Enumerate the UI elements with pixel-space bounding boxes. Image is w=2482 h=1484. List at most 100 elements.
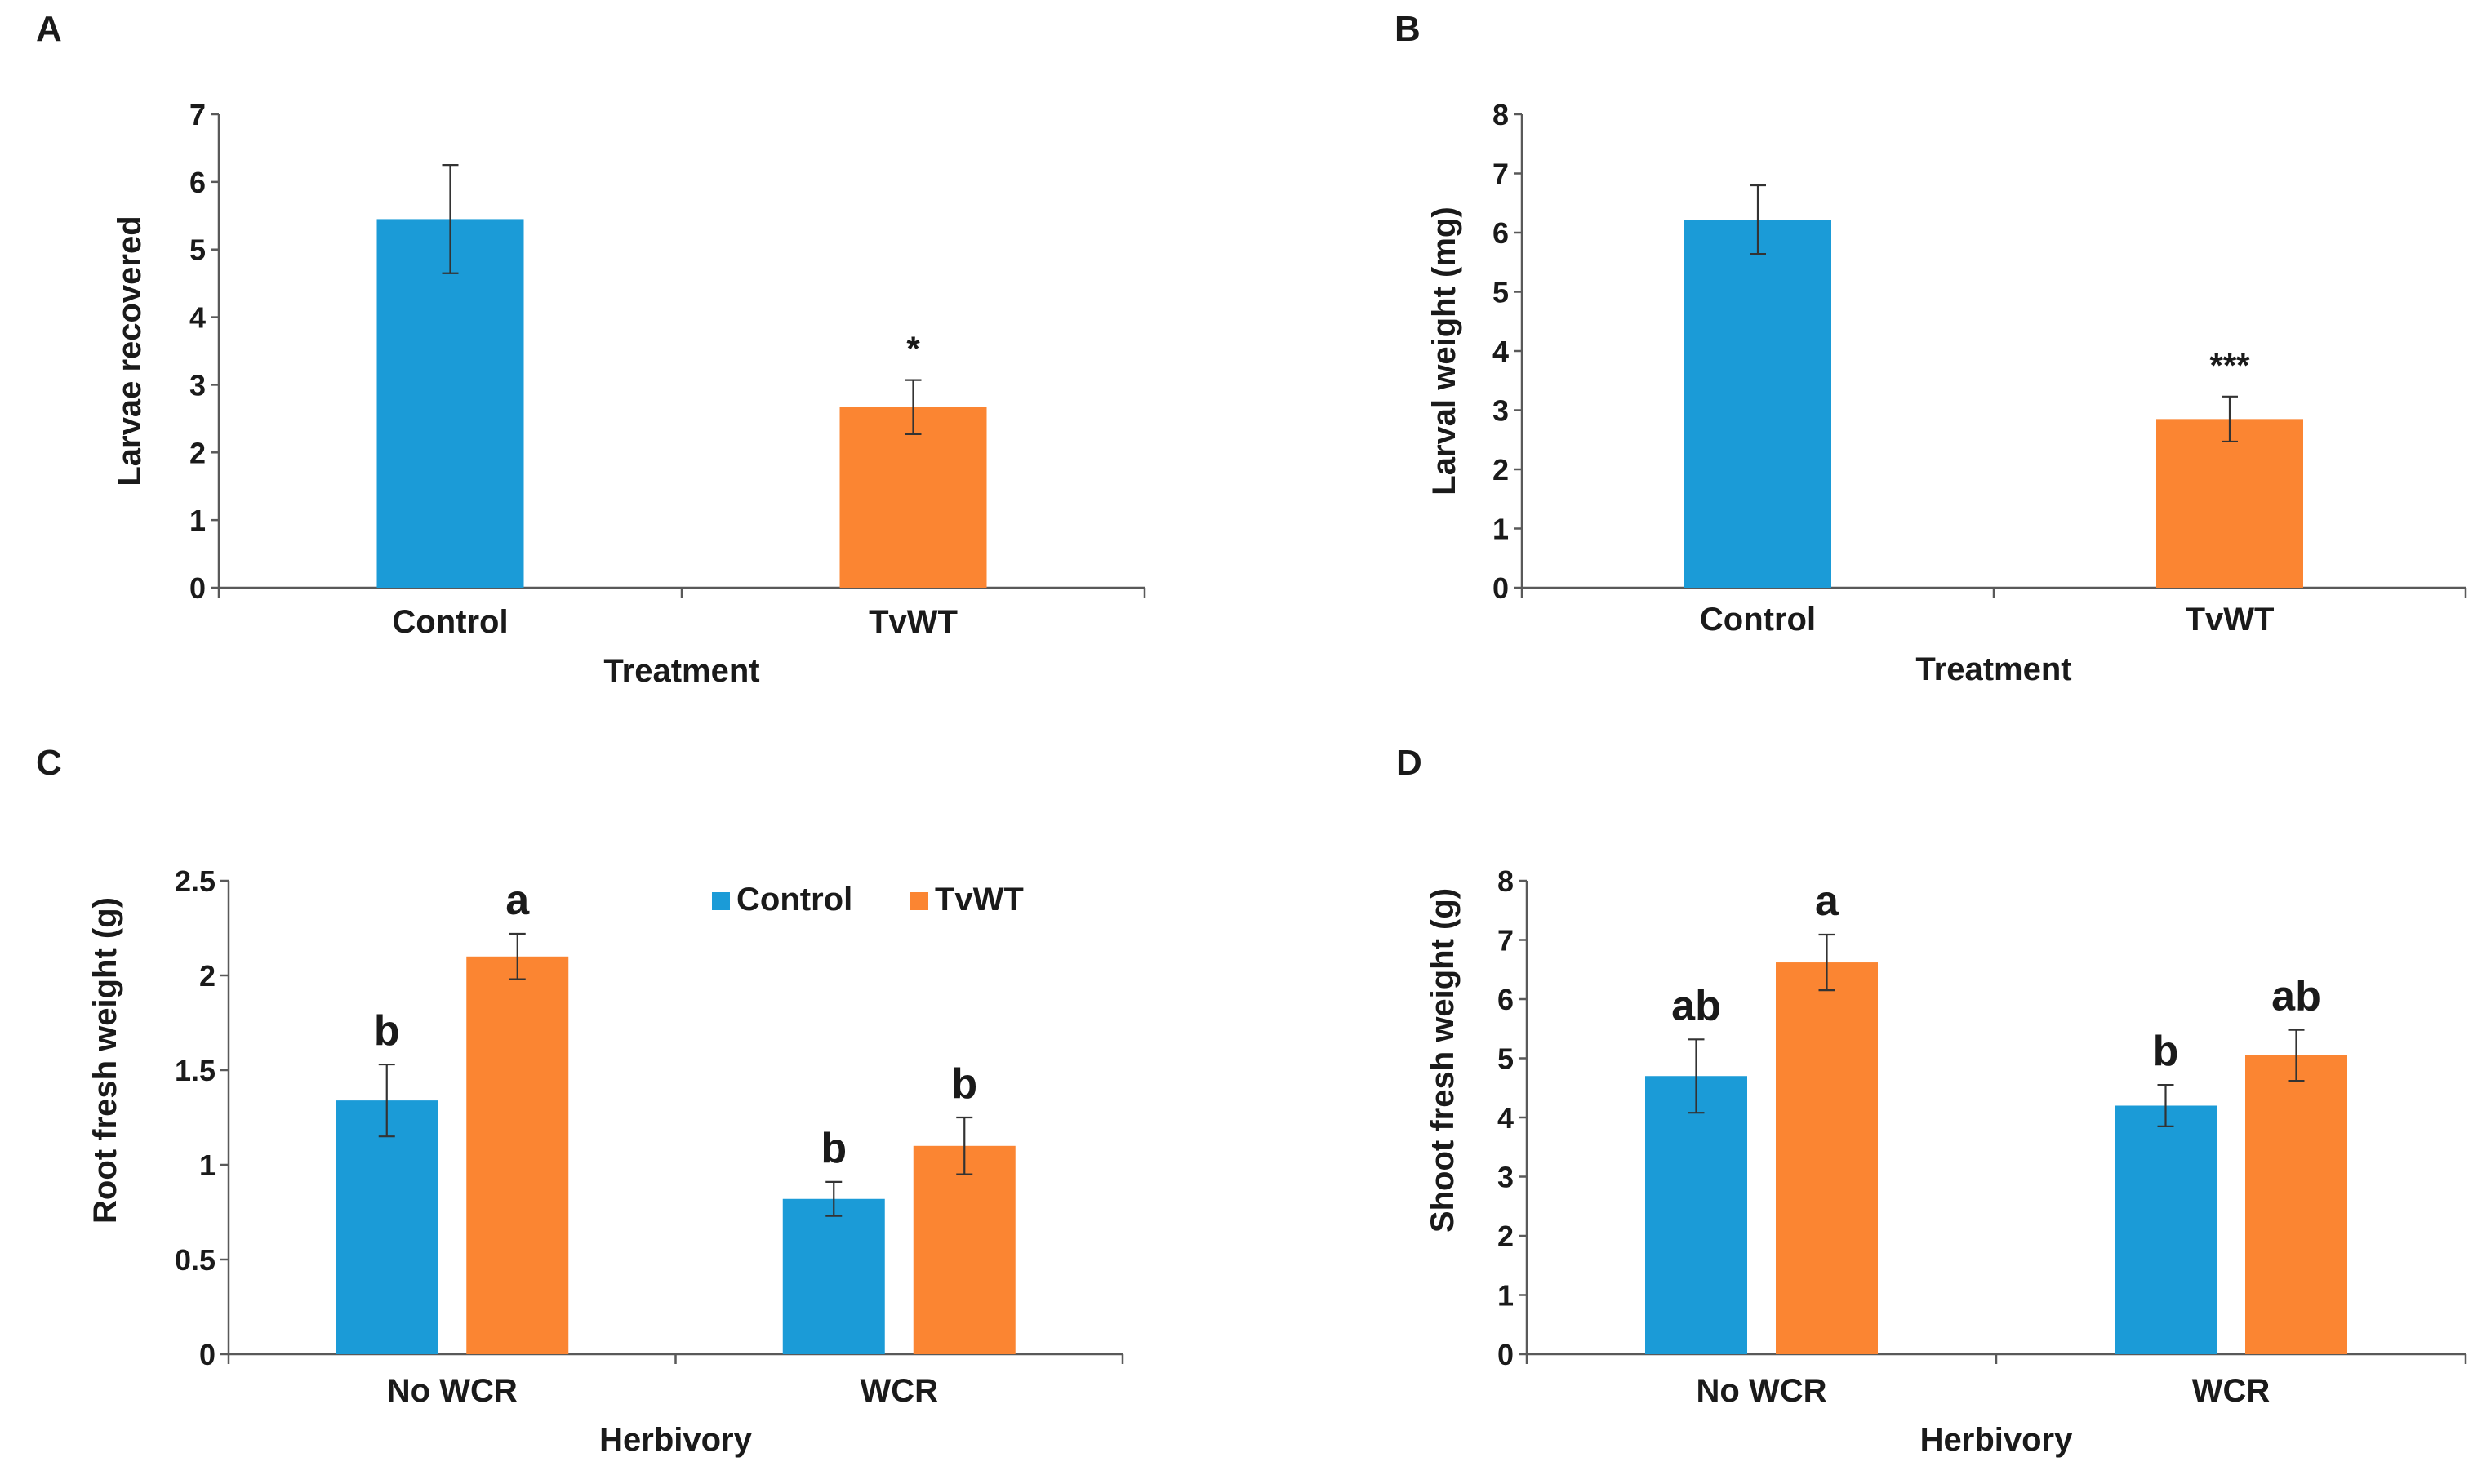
bar [1776,962,1878,1354]
x-category-label: TvWT [2186,602,2275,638]
bar [2115,1105,2217,1354]
y-tick-label: 1 [199,1149,216,1182]
panel-d: D 0 1 2 3 4 5 6 7 8 Shoot fresh weight (g) No WCR WC… [1241,742,2482,1484]
panel-c-chart: C 0 0.5 1 1.5 2 2.5 Root fresh weight (g) No WCR… [36,743,1124,1458]
y-tick-label: 8 [1492,98,1509,131]
significance-label: a [1815,878,1839,925]
panel-c: C 0 0.5 1 1.5 2 2.5 Root fresh weight (g) No WCR… [0,742,1241,1484]
legend-label: TvWT [935,882,1024,918]
bar [376,219,524,588]
significance-label: b [374,1007,400,1055]
significance-label: b [951,1060,977,1108]
y-tick-label: 0 [189,571,206,605]
legend-label: Control [736,882,852,918]
panel-label: C [36,743,62,783]
y-tick-label: 8 [1497,864,1514,898]
y-axis-title: Shoot fresh weight (g) [1425,888,1461,1233]
error-bar [509,932,526,980]
panel-a-chart: A 0 1 2 3 4 5 6 7 Larvae recovered Control TvWT Trea… [36,9,1146,689]
y-tick-label: 2 [199,959,216,993]
significance-label: *** [2209,346,2250,384]
y-tick-label: 0 [199,1338,216,1371]
y-tick-label: 0 [1492,571,1509,605]
error-bar [956,1116,973,1175]
y-tick-label: 2.5 [175,864,216,898]
significance-label: ab [2271,973,2321,1020]
x-category-label: No WCR [387,1373,518,1409]
y-tick-label: 4 [189,301,206,335]
x-category-label: WCR [860,1373,938,1409]
legend: Control TvWT [712,882,1024,918]
bar [1684,220,1831,588]
bar [336,1100,438,1354]
bar [1645,1076,1747,1354]
y-tick-label: 6 [1492,216,1509,250]
panel-d-chart: D 0 1 2 3 4 5 6 7 8 Shoot fresh weight (g) No WCR WC… [1396,743,2467,1458]
error-bar [378,1063,395,1138]
legend-swatch [712,892,730,910]
significance-label: b [2153,1028,2179,1075]
y-tick-label: 5 [189,233,206,267]
panel-a: A 0 1 2 3 4 5 6 7 Larvae recovered Control TvWT Trea… [0,0,1241,742]
legend-swatch [910,892,928,910]
y-tick-label: 1.5 [175,1054,216,1087]
panel-b: B 0 1 2 3 4 5 6 7 8 Larval weight (mg) Control TvWT T… [1241,0,2482,742]
y-tick-label: 1 [1492,513,1509,546]
y-tick-label: 6 [1497,983,1514,1016]
y-tick-label: 4 [1492,335,1509,368]
error-bar [2222,395,2238,443]
x-category-label: WCR [2192,1373,2271,1409]
x-category-label: TvWT [869,604,958,640]
significance-label: a [505,877,530,924]
y-tick-label: 7 [1492,158,1509,191]
x-category-label: No WCR [1697,1373,1827,1409]
significance-label: ab [1671,982,1721,1029]
error-bar [442,164,459,274]
error-bar [1818,933,1835,992]
y-tick-label: 0.5 [175,1243,216,1277]
y-tick-label: 2 [189,436,206,469]
panel-label: B [1394,9,1421,49]
bar [839,407,987,588]
y-tick-label: 7 [189,98,206,131]
bar [782,1198,885,1354]
y-tick-label: 6 [189,166,206,199]
y-tick-label: 2 [1497,1220,1514,1253]
panel-label: D [1396,743,1422,783]
error-bar [905,379,922,436]
bar [2156,419,2303,588]
y-tick-label: 7 [1497,924,1514,957]
bar [466,956,569,1354]
x-axis-title: Herbivory [599,1422,752,1458]
y-tick-label: 3 [1492,394,1509,428]
y-tick-label: 1 [189,504,206,537]
panel-label: A [36,9,62,49]
y-axis-title: Larvae recovered [112,215,148,486]
error-bar [2157,1084,2174,1127]
y-axis-title: Root fresh weight (g) [87,897,123,1224]
x-category-label: Control [392,604,508,640]
bar [913,1145,1016,1354]
error-bar [1750,184,1766,255]
x-axis-title: Herbivory [1920,1422,2073,1458]
x-axis-title: Treatment [603,653,759,689]
y-tick-label: 4 [1497,1101,1514,1135]
x-category-label: Control [1700,602,1816,638]
significance-label: * [906,330,920,368]
y-tick-label: 0 [1497,1338,1514,1371]
y-tick-label: 3 [1497,1161,1514,1194]
significance-label: b [821,1125,847,1172]
y-tick-label: 5 [1497,1042,1514,1076]
y-tick-label: 2 [1492,453,1509,487]
panel-b-chart: B 0 1 2 3 4 5 6 7 8 Larval weight (mg) Control TvWT T… [1394,9,2467,687]
error-bar [2288,1029,2305,1082]
y-tick-label: 5 [1492,276,1509,309]
error-bar [825,1180,843,1217]
y-axis-title: Larval weight (mg) [1426,207,1462,495]
error-bar [1688,1038,1705,1114]
bar [2245,1055,2347,1354]
y-tick-label: 1 [1497,1279,1514,1313]
y-tick-label: 3 [189,368,206,402]
x-axis-title: Treatment [1915,651,2071,687]
